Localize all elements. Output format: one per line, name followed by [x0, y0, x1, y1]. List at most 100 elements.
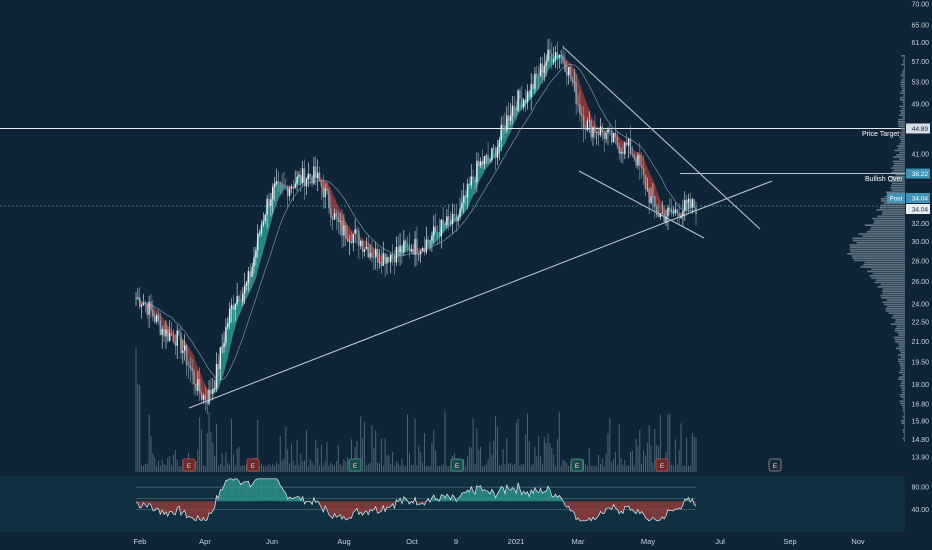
volume-bar: [416, 465, 418, 472]
time-tick: Mar: [572, 537, 585, 546]
earnings-badge[interactable]: [570, 458, 584, 472]
earnings-badge[interactable]: [768, 458, 782, 472]
volume-bar: [339, 464, 341, 472]
oscillator-fill: [694, 501, 696, 507]
earnings-badge[interactable]: [182, 458, 196, 472]
oscillator-pane[interactable]: [0, 476, 905, 532]
candle-body: [521, 98, 523, 108]
profile-bar: [902, 437, 905, 440]
candle-body: [157, 315, 160, 321]
profile-bar: [901, 422, 905, 424]
volume-bar: [485, 464, 487, 472]
candle-body: [262, 220, 265, 225]
volume-bar: [530, 465, 532, 472]
profile-bar: [900, 369, 905, 372]
oscillator-fill: [630, 501, 633, 511]
oscillator-fill: [606, 501, 608, 509]
profile-bar: [898, 125, 905, 127]
volume-bar: [268, 464, 270, 472]
candle-body: [571, 78, 574, 83]
candle-body: [316, 172, 319, 179]
volume-bar: [414, 419, 416, 472]
oscillator-fill: [158, 501, 161, 515]
support-trendline[interactable]: [188, 180, 773, 409]
oscillator-fill: [334, 501, 337, 518]
oscillator-fill: [338, 501, 341, 517]
candle-body: [213, 387, 216, 390]
oscillator-fill: [527, 491, 530, 502]
candle-body: [442, 219, 444, 223]
candle-body: [453, 214, 456, 215]
profile-bar: [903, 77, 905, 79]
candle-body: [459, 208, 461, 217]
profile-bar: [852, 237, 905, 240]
earnings-marker[interactable]: E: [246, 458, 260, 472]
volume-bar: [347, 456, 349, 472]
volume-bar: [463, 459, 465, 472]
profile-bar: [900, 382, 905, 385]
candle-body: [348, 241, 351, 242]
volume-bar: [444, 411, 446, 472]
profile-bar: [896, 145, 905, 147]
candle-body: [371, 253, 373, 258]
volume-bar: [639, 429, 641, 472]
earnings-badge[interactable]: [348, 458, 362, 472]
oscillator-fill: [188, 501, 191, 518]
earnings-marker[interactable]: E: [450, 458, 464, 472]
volume-bar: [519, 466, 521, 472]
resistance-trendline[interactable]: [562, 46, 761, 230]
candle-body: [534, 73, 536, 90]
oscillator-fill: [418, 501, 421, 505]
candle-body: [513, 105, 516, 107]
ribbon-segment: [209, 389, 211, 395]
volume-bar: [298, 465, 300, 472]
candle-body: [328, 190, 330, 208]
oscillator-fill: [574, 501, 577, 520]
candle-body: [657, 215, 660, 218]
volume-bar: [508, 463, 510, 472]
candle-body: [536, 73, 538, 76]
price-tick: 57.00: [911, 59, 929, 66]
profile-bar: [891, 189, 905, 191]
ribbon-segment: [351, 229, 354, 244]
profile-bar: [901, 72, 905, 75]
oscillator: [135, 478, 697, 522]
candle-body: [665, 216, 667, 223]
earnings-marker[interactable]: E: [570, 458, 584, 472]
earnings-marker[interactable]: E: [348, 458, 362, 472]
volume-bar: [671, 464, 673, 472]
volume-bar: [583, 459, 585, 472]
profile-bar: [871, 226, 905, 229]
wedge-lower-line[interactable]: [578, 170, 705, 239]
oscillator-fill: [634, 501, 637, 514]
candle-body: [597, 132, 600, 136]
volume-bar: [498, 465, 500, 472]
volume-bar: [154, 457, 156, 472]
earnings-badge[interactable]: [450, 458, 464, 472]
profile-bar: [902, 429, 905, 431]
volume-bar: [502, 449, 504, 472]
candle-body: [221, 346, 223, 348]
volume-bar: [167, 458, 169, 472]
oscillator-fill: [553, 494, 556, 502]
earnings-marker[interactable]: E: [768, 458, 782, 472]
earnings-badge[interactable]: [655, 458, 669, 472]
earnings-marker[interactable]: E: [182, 458, 196, 472]
ribbon-segment: [278, 181, 281, 200]
volume-bar: [540, 456, 541, 472]
earnings-badge[interactable]: [246, 458, 260, 472]
earnings-marker[interactable]: E: [655, 458, 669, 472]
profile-bar: [880, 204, 905, 207]
candle-body: [343, 225, 345, 236]
time-tick: May: [641, 537, 655, 546]
candle-body: [581, 114, 583, 117]
candle-body: [318, 172, 321, 181]
profile-bar: [899, 349, 905, 352]
candle-body: [639, 155, 641, 166]
volume-bar: [467, 456, 468, 472]
profile-bar: [899, 105, 905, 108]
ribbon-segment: [282, 184, 284, 192]
